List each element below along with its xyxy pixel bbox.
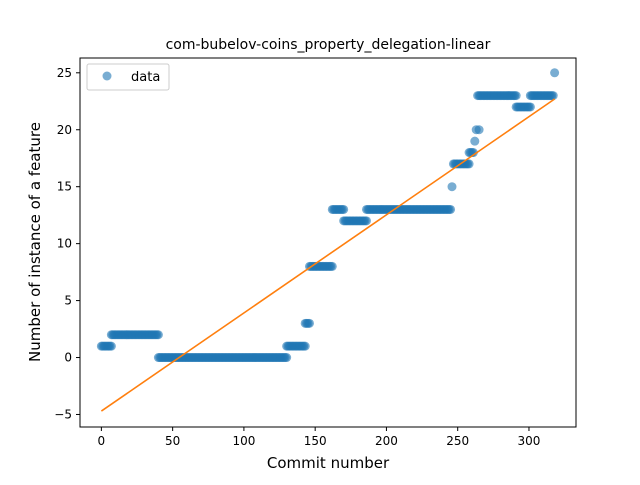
y-tick-label: 10 — [57, 237, 72, 251]
data-point — [447, 182, 457, 192]
data-points — [96, 68, 560, 363]
legend-label: data — [131, 70, 160, 85]
data-point — [474, 125, 484, 135]
x-tick-label: 250 — [446, 434, 469, 448]
y-tick-label: 15 — [57, 180, 72, 194]
x-tick-label: 50 — [165, 434, 180, 448]
x-axis-ticks: 0 50 100 150 200 250 300 — [98, 427, 541, 448]
data-point — [282, 353, 292, 363]
x-tick-label: 0 — [98, 434, 106, 448]
data-point — [361, 216, 371, 226]
x-tick-label: 300 — [518, 434, 541, 448]
x-tick-label: 100 — [232, 434, 255, 448]
y-axis-label: Number of instance of a feature — [26, 122, 44, 362]
data-point — [511, 91, 521, 101]
fit-line — [100, 98, 556, 412]
chart-title: com-bubelov-coins_property_delegation-li… — [166, 37, 491, 53]
data-point — [446, 204, 456, 214]
legend-marker — [102, 71, 112, 81]
data-point — [327, 261, 337, 271]
y-tick-label: 20 — [57, 123, 72, 137]
x-axis-label: Commit number — [267, 454, 390, 472]
fit-line-layer — [100, 98, 556, 412]
y-tick-label: −5 — [54, 407, 72, 421]
data-point — [339, 204, 349, 214]
data-point — [468, 148, 478, 158]
legend-box — [86, 63, 170, 91]
data-point — [300, 341, 310, 351]
data-point — [153, 330, 163, 340]
data-point — [106, 341, 116, 351]
legend: data — [86, 63, 170, 91]
axes-frame — [79, 57, 577, 428]
data-point — [464, 159, 474, 169]
y-axis-ticks: −5 0 5 10 15 20 25 — [54, 66, 80, 421]
data-point — [548, 91, 558, 101]
y-tick-label: 0 — [64, 351, 72, 365]
data-point — [550, 68, 560, 78]
y-tick-label: 25 — [57, 66, 72, 80]
data-point — [304, 318, 314, 328]
y-tick-label: 5 — [64, 294, 72, 308]
x-tick-label: 150 — [304, 434, 327, 448]
x-tick-label: 200 — [375, 434, 398, 448]
data-point — [470, 136, 480, 146]
data-point — [525, 102, 535, 112]
